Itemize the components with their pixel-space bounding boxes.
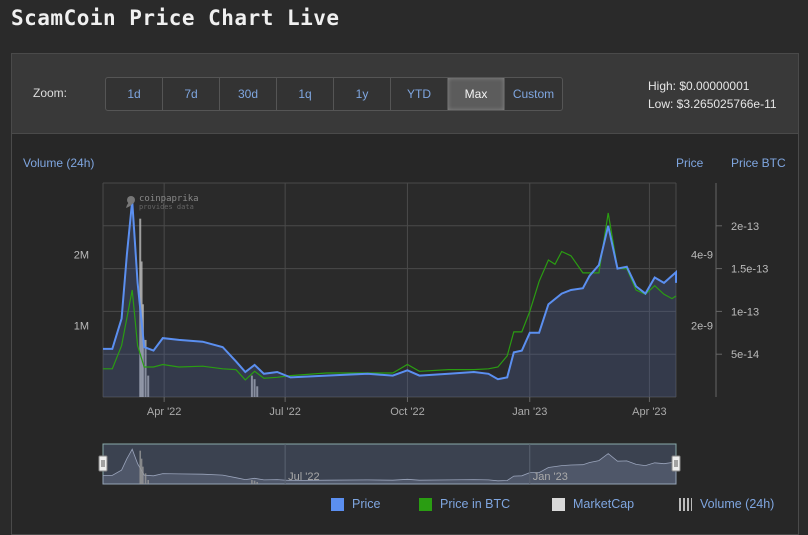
legend-label: Price [352, 497, 381, 511]
legend-item-price-in-btc[interactable]: Price in BTC [419, 497, 510, 511]
zoom-button-7d[interactable]: 7d [163, 78, 220, 110]
zoom-button-1y[interactable]: 1y [334, 78, 391, 110]
x-tick-label: Apr '23 [632, 406, 667, 418]
high-value: High: $0.00000001 [648, 79, 750, 93]
plot-area [103, 183, 676, 397]
legend-label: Price in BTC [440, 497, 511, 511]
volume-axis-title: Volume (24h) [23, 156, 95, 170]
navigator-volume-bar [256, 482, 259, 484]
btc-tick-label: 1e-13 [731, 306, 759, 318]
volume-tick-label: 1M [74, 321, 89, 333]
volume-bar [144, 339, 147, 397]
low-value: Low: $3.265025766e-11 [648, 97, 777, 111]
navigator-volume-bar [139, 450, 142, 484]
btc-tick-label: 1.5e-13 [731, 264, 768, 276]
watermark-line-2: provides data [139, 203, 194, 211]
volume-tick-label: 2M [74, 249, 89, 261]
navigator-volume-bar [253, 480, 256, 484]
legend-item-price[interactable]: Price [331, 497, 380, 511]
zoom-button-custom[interactable]: Custom [512, 87, 555, 101]
zoom-button-group: 1d 7d 30d 1q 1y YTD Max Custom [105, 77, 563, 111]
navigator-volume-bar [142, 466, 144, 484]
navigator-handle-left[interactable] [98, 455, 108, 472]
x-tick-label: Jul '22 [269, 406, 300, 418]
legend-swatch-icon [419, 497, 432, 511]
navigator-tick-label: Jul '22 [288, 471, 319, 483]
btc-tick-label: 5e-14 [731, 349, 759, 361]
page-title: ScamCoin Price Chart Live [11, 6, 340, 30]
zoom-button-30d[interactable]: 30d [220, 78, 277, 110]
range-navigator[interactable]: Jul '22 Jan '23 [98, 443, 681, 485]
volume-bar [253, 379, 256, 397]
zoom-button-max[interactable]: Max [448, 78, 505, 110]
zoom-button-1q[interactable]: 1q [277, 78, 334, 110]
volume-bar [250, 375, 253, 397]
legend-label: Volume (24h) [700, 497, 775, 511]
price-axis-title: Price [676, 156, 704, 170]
coinpaprika-watermark: coinpaprika provides data [126, 194, 199, 211]
navigator-tick-label: Jan '23 [533, 471, 568, 483]
navigator-series [102, 448, 677, 485]
price-in-btc-line [103, 212, 677, 381]
btc-tick-label: 2e-13 [731, 221, 759, 233]
price-area-fill [103, 200, 676, 397]
zoom-button-1d[interactable]: 1d [106, 78, 163, 110]
price-btc-axis-title: Price BTC [731, 156, 786, 170]
navigator-handle-right[interactable] [671, 455, 681, 472]
navigator-volume-bar [144, 473, 147, 484]
legend-item-marketcap[interactable]: MarketCap [552, 497, 634, 511]
navigator-volume-bar [140, 458, 143, 484]
price-tick-label: 4e-9 [691, 249, 713, 261]
volume-bar [147, 375, 150, 397]
navigator-volume-bar [147, 480, 150, 484]
legend-label: MarketCap [573, 497, 635, 511]
navigator-window[interactable] [102, 443, 677, 485]
price-tick-label: 2e-9 [691, 321, 713, 333]
legend-swatch-icon [552, 497, 565, 511]
zoom-button-ytd[interactable]: YTD [391, 78, 448, 110]
price-line [103, 200, 677, 381]
legend-item-volume-24h[interactable]: Volume (24h) [679, 497, 774, 511]
legend-swatch-icon [331, 497, 344, 511]
volume-bar [256, 386, 259, 397]
coinpaprika-leaf-icon [126, 200, 134, 208]
x-tick-label: Jan '23 [512, 406, 547, 418]
high-low-info: High: $0.00000001 Low: $3.265025766e-11 [648, 77, 777, 113]
x-tick-label: Oct '22 [390, 406, 425, 418]
watermark-line-1: coinpaprika [139, 194, 199, 204]
zoom-label: Zoom: [33, 86, 68, 100]
x-tick-label: Apr '22 [147, 406, 182, 418]
chart-toolbar: Zoom: 1d 7d 30d 1q 1y YTD Max Custom High: $0.0… [12, 54, 798, 134]
legend-swatch-icon [679, 497, 692, 511]
price-chart[interactable]: coinpaprika provides data Apr '22 Jul '22… [0, 0, 808, 522]
navigator-volume-bar [251, 480, 253, 484]
volume-bar [141, 304, 144, 397]
